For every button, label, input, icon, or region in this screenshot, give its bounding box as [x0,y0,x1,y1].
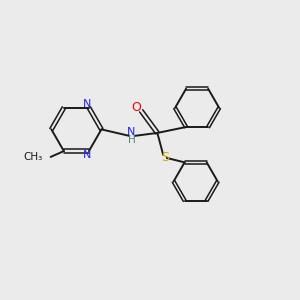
Text: N: N [83,150,92,160]
Text: H: H [128,135,135,145]
Text: N: N [83,99,92,109]
Text: N: N [126,127,135,137]
Text: CH₃: CH₃ [23,152,42,162]
Text: O: O [131,101,141,114]
Text: S: S [161,151,169,164]
